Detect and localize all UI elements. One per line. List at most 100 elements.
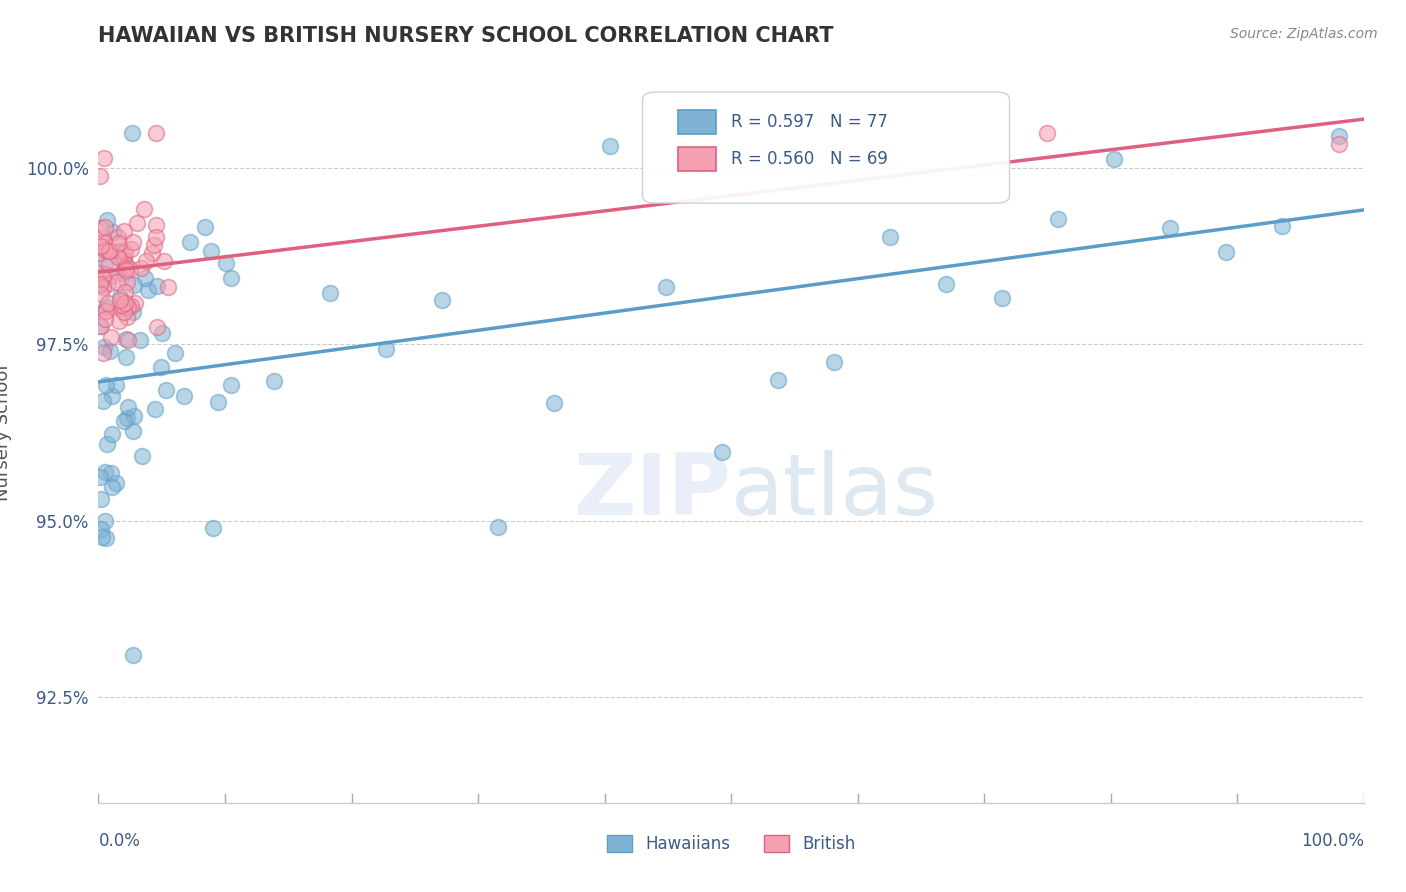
- Point: [101, 426, 124, 441]
- Point: [117, 333, 139, 347]
- Point: [90, 287, 112, 301]
- Point: [90, 522, 112, 536]
- Point: [374, 343, 396, 357]
- Point: [100, 466, 122, 480]
- Point: [134, 271, 156, 285]
- Point: [1327, 129, 1350, 144]
- Point: [121, 126, 143, 140]
- Point: [107, 250, 129, 264]
- Point: [114, 262, 136, 277]
- Point: [112, 253, 135, 268]
- Point: [108, 293, 131, 307]
- Point: [89, 246, 111, 260]
- Point: [711, 445, 734, 459]
- Point: [131, 260, 153, 275]
- Point: [101, 389, 124, 403]
- Point: [96, 437, 118, 451]
- Point: [110, 301, 132, 316]
- Text: atlas: atlas: [731, 450, 939, 533]
- Point: [163, 345, 186, 359]
- Point: [146, 320, 169, 334]
- Point: [114, 332, 136, 346]
- Point: [93, 394, 115, 409]
- Point: [101, 225, 124, 239]
- Point: [94, 531, 117, 545]
- Point: [91, 269, 114, 284]
- Point: [319, 286, 342, 301]
- Point: [93, 152, 115, 166]
- Point: [94, 465, 117, 479]
- Point: [145, 230, 167, 244]
- Point: [120, 243, 142, 257]
- Point: [105, 476, 128, 491]
- Point: [89, 470, 111, 484]
- Point: [263, 374, 285, 388]
- Point: [90, 266, 112, 280]
- Point: [90, 221, 112, 235]
- Text: 0.0%: 0.0%: [98, 832, 141, 850]
- Point: [94, 255, 117, 269]
- Point: [124, 295, 146, 310]
- Point: [146, 278, 169, 293]
- Point: [100, 480, 122, 494]
- Point: [117, 301, 139, 315]
- Text: R = 0.597   N = 77: R = 0.597 N = 77: [731, 112, 889, 130]
- Point: [94, 220, 117, 235]
- Point: [115, 275, 138, 289]
- Text: 100.0%: 100.0%: [1301, 832, 1364, 850]
- Point: [486, 520, 509, 534]
- Point: [120, 299, 142, 313]
- Point: [142, 238, 165, 252]
- Point: [155, 384, 177, 398]
- Point: [112, 304, 135, 318]
- Text: HAWAIIAN VS BRITISH NURSERY SCHOOL CORRELATION CHART: HAWAIIAN VS BRITISH NURSERY SCHOOL CORRE…: [98, 26, 834, 45]
- Point: [110, 290, 132, 304]
- Point: [114, 244, 136, 259]
- Point: [150, 326, 173, 340]
- Point: [219, 377, 242, 392]
- Point: [111, 298, 134, 312]
- Point: [112, 224, 135, 238]
- Point: [94, 304, 117, 318]
- Point: [94, 243, 117, 257]
- Point: [114, 295, 136, 310]
- Point: [201, 521, 224, 535]
- Point: [122, 235, 145, 250]
- Point: [173, 389, 195, 403]
- Point: [823, 355, 845, 369]
- Bar: [678, 110, 716, 134]
- Point: [94, 303, 117, 318]
- Point: [128, 333, 150, 347]
- Point: [90, 239, 112, 253]
- Point: [108, 313, 131, 327]
- Point: [90, 319, 112, 334]
- FancyBboxPatch shape: [643, 92, 1010, 203]
- Point: [1215, 244, 1237, 259]
- Point: [98, 343, 121, 358]
- Point: [94, 267, 117, 281]
- Point: [879, 229, 901, 244]
- Point: [98, 244, 121, 259]
- Point: [94, 236, 117, 251]
- Point: [122, 424, 145, 438]
- Point: [766, 373, 789, 387]
- Point: [105, 275, 128, 289]
- Point: [89, 240, 111, 254]
- Point: [655, 280, 678, 294]
- Point: [1159, 221, 1181, 235]
- Point: [89, 169, 111, 183]
- Point: [115, 350, 138, 364]
- Point: [98, 269, 121, 284]
- Text: ZIP: ZIP: [574, 450, 731, 533]
- Point: [145, 218, 167, 232]
- Point: [96, 300, 118, 314]
- Point: [1047, 211, 1070, 226]
- Point: [143, 402, 166, 417]
- Point: [93, 340, 115, 354]
- Point: [141, 246, 163, 260]
- Point: [135, 253, 157, 268]
- Point: [117, 401, 139, 415]
- Point: [115, 261, 138, 276]
- Point: [89, 277, 111, 292]
- Point: [122, 648, 145, 662]
